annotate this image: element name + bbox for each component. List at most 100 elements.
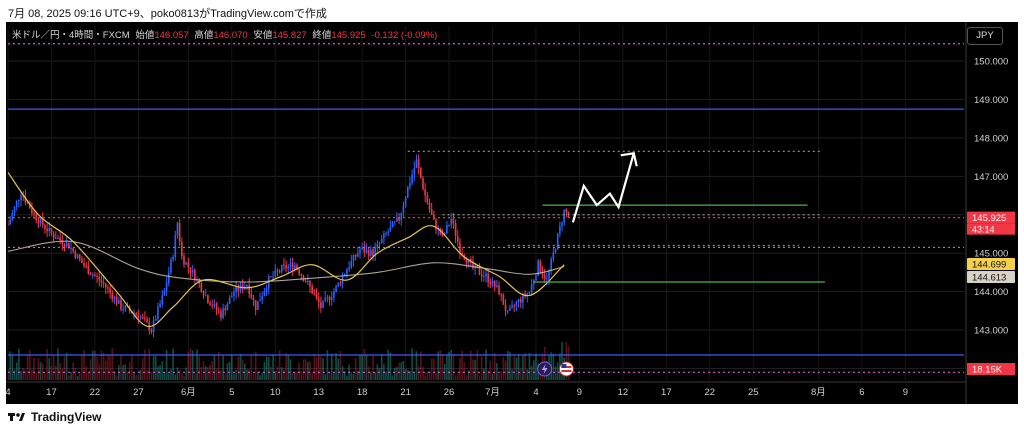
- volume-bar: [18, 348, 20, 380]
- candle-body: [24, 196, 27, 203]
- candle-body: [480, 274, 483, 277]
- volume-bars: [8, 341, 570, 380]
- lightning-bolt-icon: [541, 364, 548, 374]
- candle-body: [411, 174, 413, 184]
- volume-bar: [433, 358, 435, 380]
- volume-bar: [441, 353, 444, 380]
- volume-bar: [224, 374, 227, 380]
- volume-bar: [391, 375, 394, 380]
- candle-body: [200, 283, 203, 292]
- volume-bar: [502, 356, 505, 380]
- candle-body: [307, 281, 309, 283]
- candle-body: [135, 313, 138, 315]
- volume-bar: [259, 375, 261, 380]
- candle-body: [198, 278, 201, 284]
- volume-bar: [387, 349, 390, 380]
- volume-bar: [241, 359, 244, 380]
- volume-bar: [435, 372, 437, 380]
- time-tick-label: 18: [357, 387, 368, 398]
- volume-bar: [413, 372, 416, 380]
- candle-body: [300, 274, 303, 276]
- candle-body: [320, 302, 322, 308]
- volume-bar: [170, 369, 172, 380]
- volume-bar: [430, 358, 433, 380]
- volume-bar: [276, 366, 279, 380]
- volume-bar: [39, 362, 42, 380]
- candle-body: [272, 276, 274, 278]
- volume-bar: [220, 369, 222, 380]
- volume-bar: [339, 350, 342, 380]
- volume-bar: [261, 372, 264, 380]
- time-tick-label: 25: [748, 387, 759, 398]
- volume-bar: [335, 353, 337, 380]
- volume-bar: [278, 350, 281, 380]
- volume-bar: [109, 355, 111, 380]
- candle-body: [478, 268, 481, 275]
- candle-body: [59, 237, 61, 241]
- candle-body: [183, 256, 185, 265]
- candle-body: [76, 254, 79, 258]
- volume-bar: [189, 348, 192, 380]
- candle-body: [500, 294, 503, 296]
- us-flag-stripe-icon: [561, 370, 572, 372]
- chart-frame[interactable]: [6, 22, 1018, 404]
- volume-bar: [72, 362, 74, 380]
- candles: [8, 154, 570, 338]
- volume-bar: [489, 360, 492, 380]
- volume-bar: [350, 371, 353, 380]
- volume-bar: [198, 356, 201, 380]
- volume-bar: [565, 342, 568, 380]
- candle-body: [137, 314, 140, 318]
- candle-body: [254, 300, 257, 311]
- candle-body: [287, 266, 290, 269]
- volume-bar: [330, 353, 333, 380]
- volume-bar: [254, 351, 257, 380]
- candle-body: [122, 309, 124, 311]
- volume-bar: [322, 358, 324, 380]
- candle-body: [391, 222, 394, 227]
- time-tick-label: 17: [661, 387, 672, 398]
- volume-bar: [396, 367, 398, 380]
- volume-bar: [48, 358, 51, 380]
- footer: TradingView: [8, 410, 101, 424]
- volume-bar: [133, 373, 135, 380]
- time-tick-label: 5: [229, 387, 234, 398]
- volume-bar: [15, 362, 18, 380]
- volume-bar: [128, 361, 131, 380]
- candle-body: [11, 212, 14, 220]
- candle-body: [261, 295, 264, 300]
- candle-body: [263, 291, 266, 296]
- candle-body: [485, 273, 487, 277]
- volume-bar: [328, 372, 331, 380]
- candle-body: [41, 218, 44, 225]
- candle-body: [491, 280, 494, 285]
- candle-body: [352, 254, 355, 261]
- volume-bar: [493, 353, 496, 380]
- candle-body: [117, 300, 120, 304]
- candle-body: [370, 249, 372, 256]
- header-caption-bar: 7月 08, 2025 09:16 UTC+9、poko0813がTrading…: [0, 0, 1024, 22]
- candle-body: [57, 237, 59, 239]
- volume-badge: [967, 363, 1015, 375]
- candle-body: [159, 303, 161, 307]
- candle-body: [144, 317, 146, 320]
- candle-body: [211, 305, 214, 307]
- candle-body: [356, 253, 359, 257]
- candle-body: [400, 212, 403, 221]
- candle-body: [48, 227, 51, 232]
- volume-bar: [148, 348, 151, 380]
- candle-body: [515, 302, 518, 306]
- candle-body: [285, 265, 287, 269]
- currency-button[interactable]: JPY: [967, 27, 1003, 45]
- volume-bar: [13, 369, 16, 380]
- volume-bar: [126, 371, 129, 380]
- candle-body: [448, 224, 450, 226]
- volume-bar: [35, 373, 38, 380]
- ma-short-text: 144.699: [972, 259, 1006, 270]
- volume-bar: [107, 354, 109, 380]
- candle-body: [489, 282, 492, 285]
- volume-bar: [26, 354, 29, 380]
- candle-body: [222, 308, 224, 318]
- volume-bar: [428, 370, 431, 380]
